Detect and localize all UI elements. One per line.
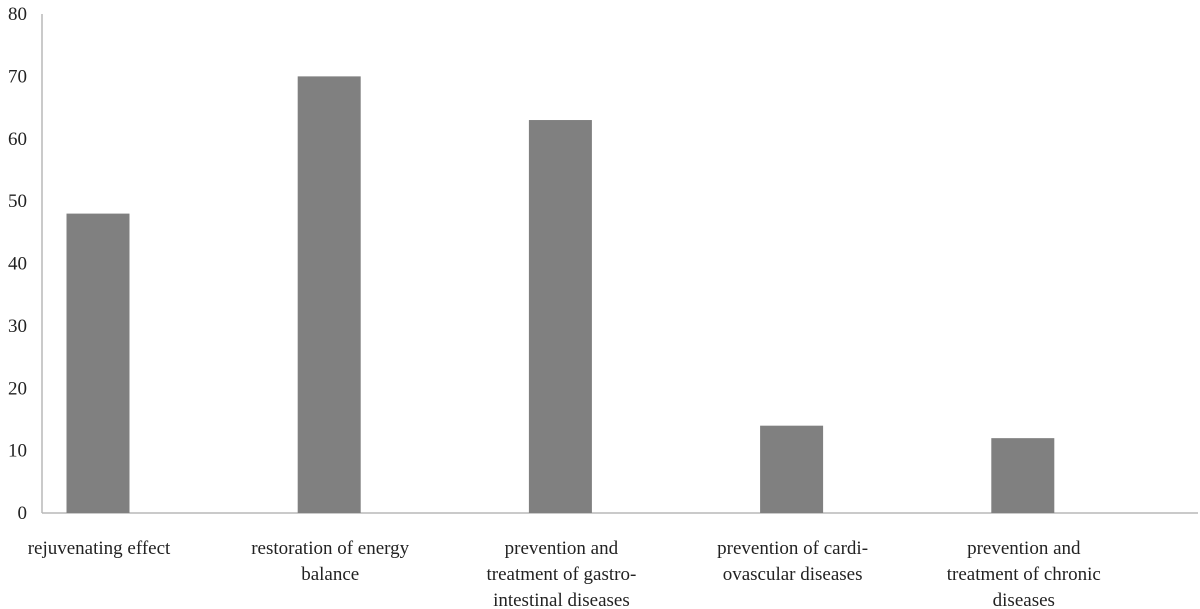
y-tick-label: 10 <box>8 441 27 462</box>
category-label-line: prevention of cardi- <box>717 538 868 559</box>
category-label-line: diseases <box>993 590 1055 609</box>
bar <box>297 76 361 513</box>
y-tick-label: 20 <box>8 378 27 399</box>
category-label-line: prevention and <box>505 538 619 559</box>
y-tick-label: 50 <box>8 191 27 212</box>
category-label-line: rejuvenating effect <box>28 538 171 559</box>
y-tick-labels: 0 10 20 30 40 50 60 70 80 <box>8 4 27 524</box>
y-tick-label: 80 <box>8 4 27 25</box>
y-tick-label: 70 <box>8 66 27 87</box>
bar <box>991 438 1055 513</box>
category-label-line: ovascular diseases <box>723 564 863 585</box>
y-tick-label: 60 <box>8 129 27 150</box>
y-tick-label: 40 <box>8 254 27 275</box>
category-label: prevention and treatment of chronic diseas… <box>947 538 1101 609</box>
bar <box>760 425 824 513</box>
category-label-line: intestinal diseases <box>493 590 630 609</box>
category-label-line: treatment of gastro- <box>486 564 636 585</box>
y-tick-label: 0 <box>18 503 28 524</box>
category-label: prevention and treatment of gastro-intest… <box>486 538 636 609</box>
category-label: rejuvenating effect <box>28 538 171 559</box>
category-label-line: prevention and <box>967 538 1081 559</box>
y-tick-label: 30 <box>8 316 27 337</box>
category-label: prevention of cardi-ovascular diseases <box>717 538 868 585</box>
category-label-line: restoration of energy <box>251 538 409 559</box>
category-labels: rejuvenating effect restoration of energy… <box>28 538 1101 609</box>
bar <box>528 120 592 513</box>
bars <box>66 76 1055 513</box>
bar <box>66 213 130 513</box>
category-label-line: treatment of chronic <box>947 564 1101 585</box>
category-label: restoration of energy balance <box>251 538 409 585</box>
category-label-line: balance <box>301 564 359 585</box>
